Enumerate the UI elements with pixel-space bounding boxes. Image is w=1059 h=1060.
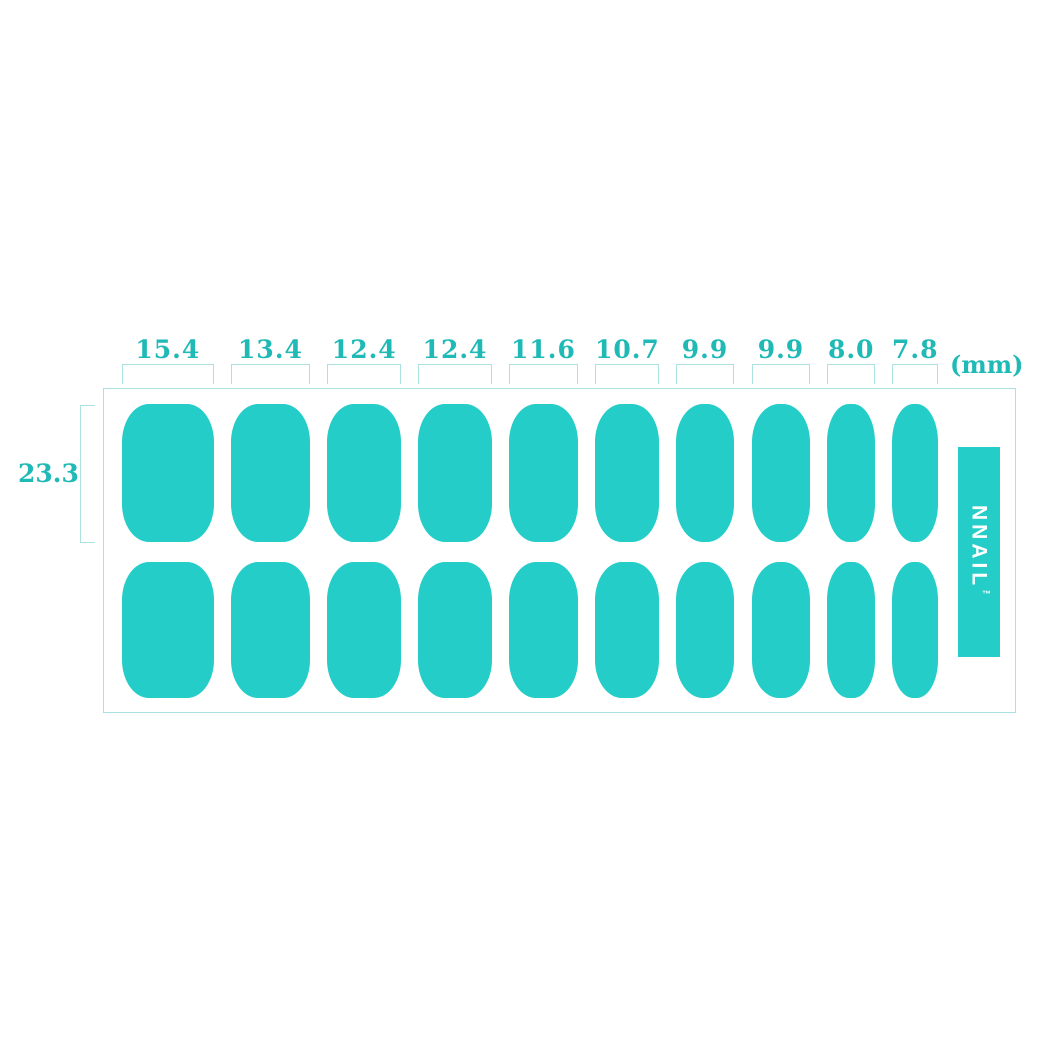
nail-sticker bbox=[827, 562, 875, 698]
width-label: 8.0 bbox=[827, 335, 875, 364]
nail-sticker bbox=[508, 562, 578, 698]
width-bracket bbox=[122, 364, 214, 384]
nail-sticker bbox=[594, 562, 659, 698]
width-bracket bbox=[508, 364, 578, 384]
width-bracket bbox=[675, 364, 735, 384]
nail-sticker bbox=[675, 404, 735, 542]
width-bracket bbox=[892, 364, 939, 384]
width-bracket bbox=[594, 364, 659, 384]
nail-sticker bbox=[327, 404, 402, 542]
width-label: 9.9 bbox=[681, 335, 729, 364]
nail-sticker bbox=[122, 562, 214, 698]
width-label: 15.4 bbox=[135, 335, 201, 364]
height-label: 23.3 bbox=[18, 459, 79, 488]
nail-sticker bbox=[327, 562, 402, 698]
nail-sticker bbox=[508, 404, 578, 542]
brand-bar: NNAIL™ bbox=[958, 447, 1000, 657]
brand-name: NNAIL bbox=[967, 504, 991, 590]
width-bracket bbox=[751, 364, 811, 384]
width-bracket bbox=[230, 364, 311, 384]
width-label: 11.6 bbox=[510, 335, 576, 364]
nail-sticker bbox=[892, 404, 939, 542]
height-bracket bbox=[80, 405, 95, 543]
width-bracket bbox=[418, 364, 492, 384]
nail-sticker bbox=[751, 562, 811, 698]
nail-sticker bbox=[122, 404, 214, 542]
nail-sticker bbox=[418, 404, 492, 542]
width-label: 12.4 bbox=[331, 335, 397, 364]
width-bracket bbox=[327, 364, 402, 384]
brand-logo: NNAIL™ bbox=[967, 505, 992, 599]
nail-sticker bbox=[751, 404, 811, 542]
width-label: 12.4 bbox=[422, 335, 488, 364]
nail-sticker-sheet bbox=[103, 388, 1016, 713]
width-label: 13.4 bbox=[238, 335, 303, 364]
width-label: 7.8 bbox=[892, 335, 939, 364]
unit-label: (mm) bbox=[950, 350, 1024, 379]
nail-sticker bbox=[418, 562, 492, 698]
nail-sticker bbox=[892, 562, 939, 698]
nail-sticker bbox=[230, 404, 311, 542]
width-bracket bbox=[827, 364, 875, 384]
width-label: 10.7 bbox=[594, 335, 660, 364]
nail-sticker bbox=[594, 404, 659, 542]
nail-sticker bbox=[827, 404, 875, 542]
trademark-symbol: ™ bbox=[981, 589, 992, 600]
nail-sticker bbox=[675, 562, 735, 698]
width-label: 9.9 bbox=[757, 335, 805, 364]
nail-sticker bbox=[230, 562, 311, 698]
